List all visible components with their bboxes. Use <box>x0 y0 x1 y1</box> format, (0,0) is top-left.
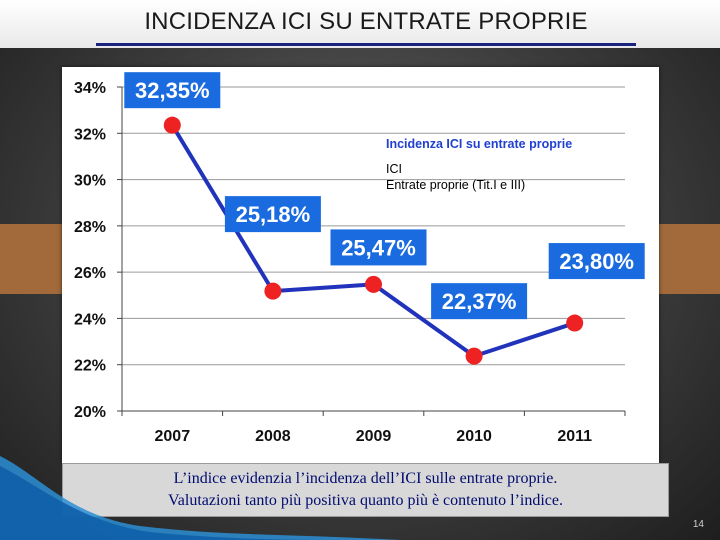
gridlines <box>122 86 625 366</box>
data-labels: 32,35% 25,18% 25,47% 22,37% 23,80% <box>124 72 645 320</box>
y-tick-label-28: 28% <box>74 219 106 236</box>
page-number: 14 <box>692 519 704 530</box>
x-tick-label-2011: 2011 <box>557 428 592 445</box>
legend-title: Incidenza ICI su entrate proprie <box>386 137 572 151</box>
data-label-box-2008 <box>224 196 321 233</box>
data-label-2007: 32,35% <box>135 78 210 103</box>
y-tick-label-34: 34% <box>74 80 106 97</box>
data-label-2011: 23,80% <box>559 249 634 274</box>
title-bar: INCIDENZA ICI SU ENTRATE PROPRIE <box>0 0 720 48</box>
y-tick-label-32: 32% <box>74 126 106 143</box>
decorative-swoosh <box>0 456 400 540</box>
x-tick-labels: 2007 2008 2009 2010 2011 <box>155 428 593 445</box>
data-label-box-2009 <box>330 229 427 266</box>
data-label-2010: 22,37% <box>442 289 517 314</box>
data-label-box-2007 <box>124 72 221 109</box>
caption-line-1: L’indice evidenzia l’incidenza dell’ICI … <box>173 470 558 487</box>
slide-title: INCIDENZA ICI SU ENTRATE PROPRIE <box>144 8 588 35</box>
caption-box: L’indice evidenzia l’incidenza dell’ICI … <box>62 463 669 517</box>
data-points <box>163 116 584 365</box>
left-accent-band <box>0 224 62 294</box>
chart-panel: 34% 32% 30% 28% 26% 24% 22% 20% 2007 2008 2009 201… <box>62 67 659 463</box>
y-tick-labels: 34% 32% 30% 28% 26% 24% 22% 20% <box>74 80 106 421</box>
data-label-box-2011 <box>548 243 645 280</box>
y-tick-label-24: 24% <box>74 311 106 328</box>
data-point-2010 <box>465 347 483 365</box>
legend: Incidenza ICI su entrate proprie ICI Ent… <box>386 137 572 192</box>
data-label-2009: 25,47% <box>341 235 416 260</box>
right-accent-band <box>659 224 720 294</box>
line-chart: 34% 32% 30% 28% 26% 24% 22% 20% 2007 2008 2009 201… <box>74 72 645 445</box>
y-tick-label-22: 22% <box>74 358 106 375</box>
data-label-2008: 25,18% <box>236 202 311 227</box>
y-tick-label-20: 20% <box>74 404 106 421</box>
y-tick-label-30: 30% <box>74 173 106 190</box>
data-point-2008 <box>264 282 282 300</box>
legend-entry-entrate-proprie: Entrate proprie (Tit.I e III) <box>386 178 525 192</box>
x-tick-label-2010: 2010 <box>456 428 492 445</box>
legend-entry-ici: ICI <box>386 162 402 176</box>
x-tick-label-2009: 2009 <box>356 428 392 445</box>
data-point-2009 <box>365 275 382 293</box>
data-label-box-2010 <box>431 283 528 320</box>
caption-line-2: Valutazioni tanto più positiva quanto pi… <box>167 492 564 509</box>
data-point-2011 <box>566 314 584 332</box>
title-underline <box>96 43 636 46</box>
x-tick-label-2008: 2008 <box>255 428 291 445</box>
data-point-2007 <box>163 116 181 134</box>
axes <box>117 86 626 416</box>
x-tick-label-2007: 2007 <box>155 428 191 445</box>
y-tick-label-26: 26% <box>74 265 106 282</box>
